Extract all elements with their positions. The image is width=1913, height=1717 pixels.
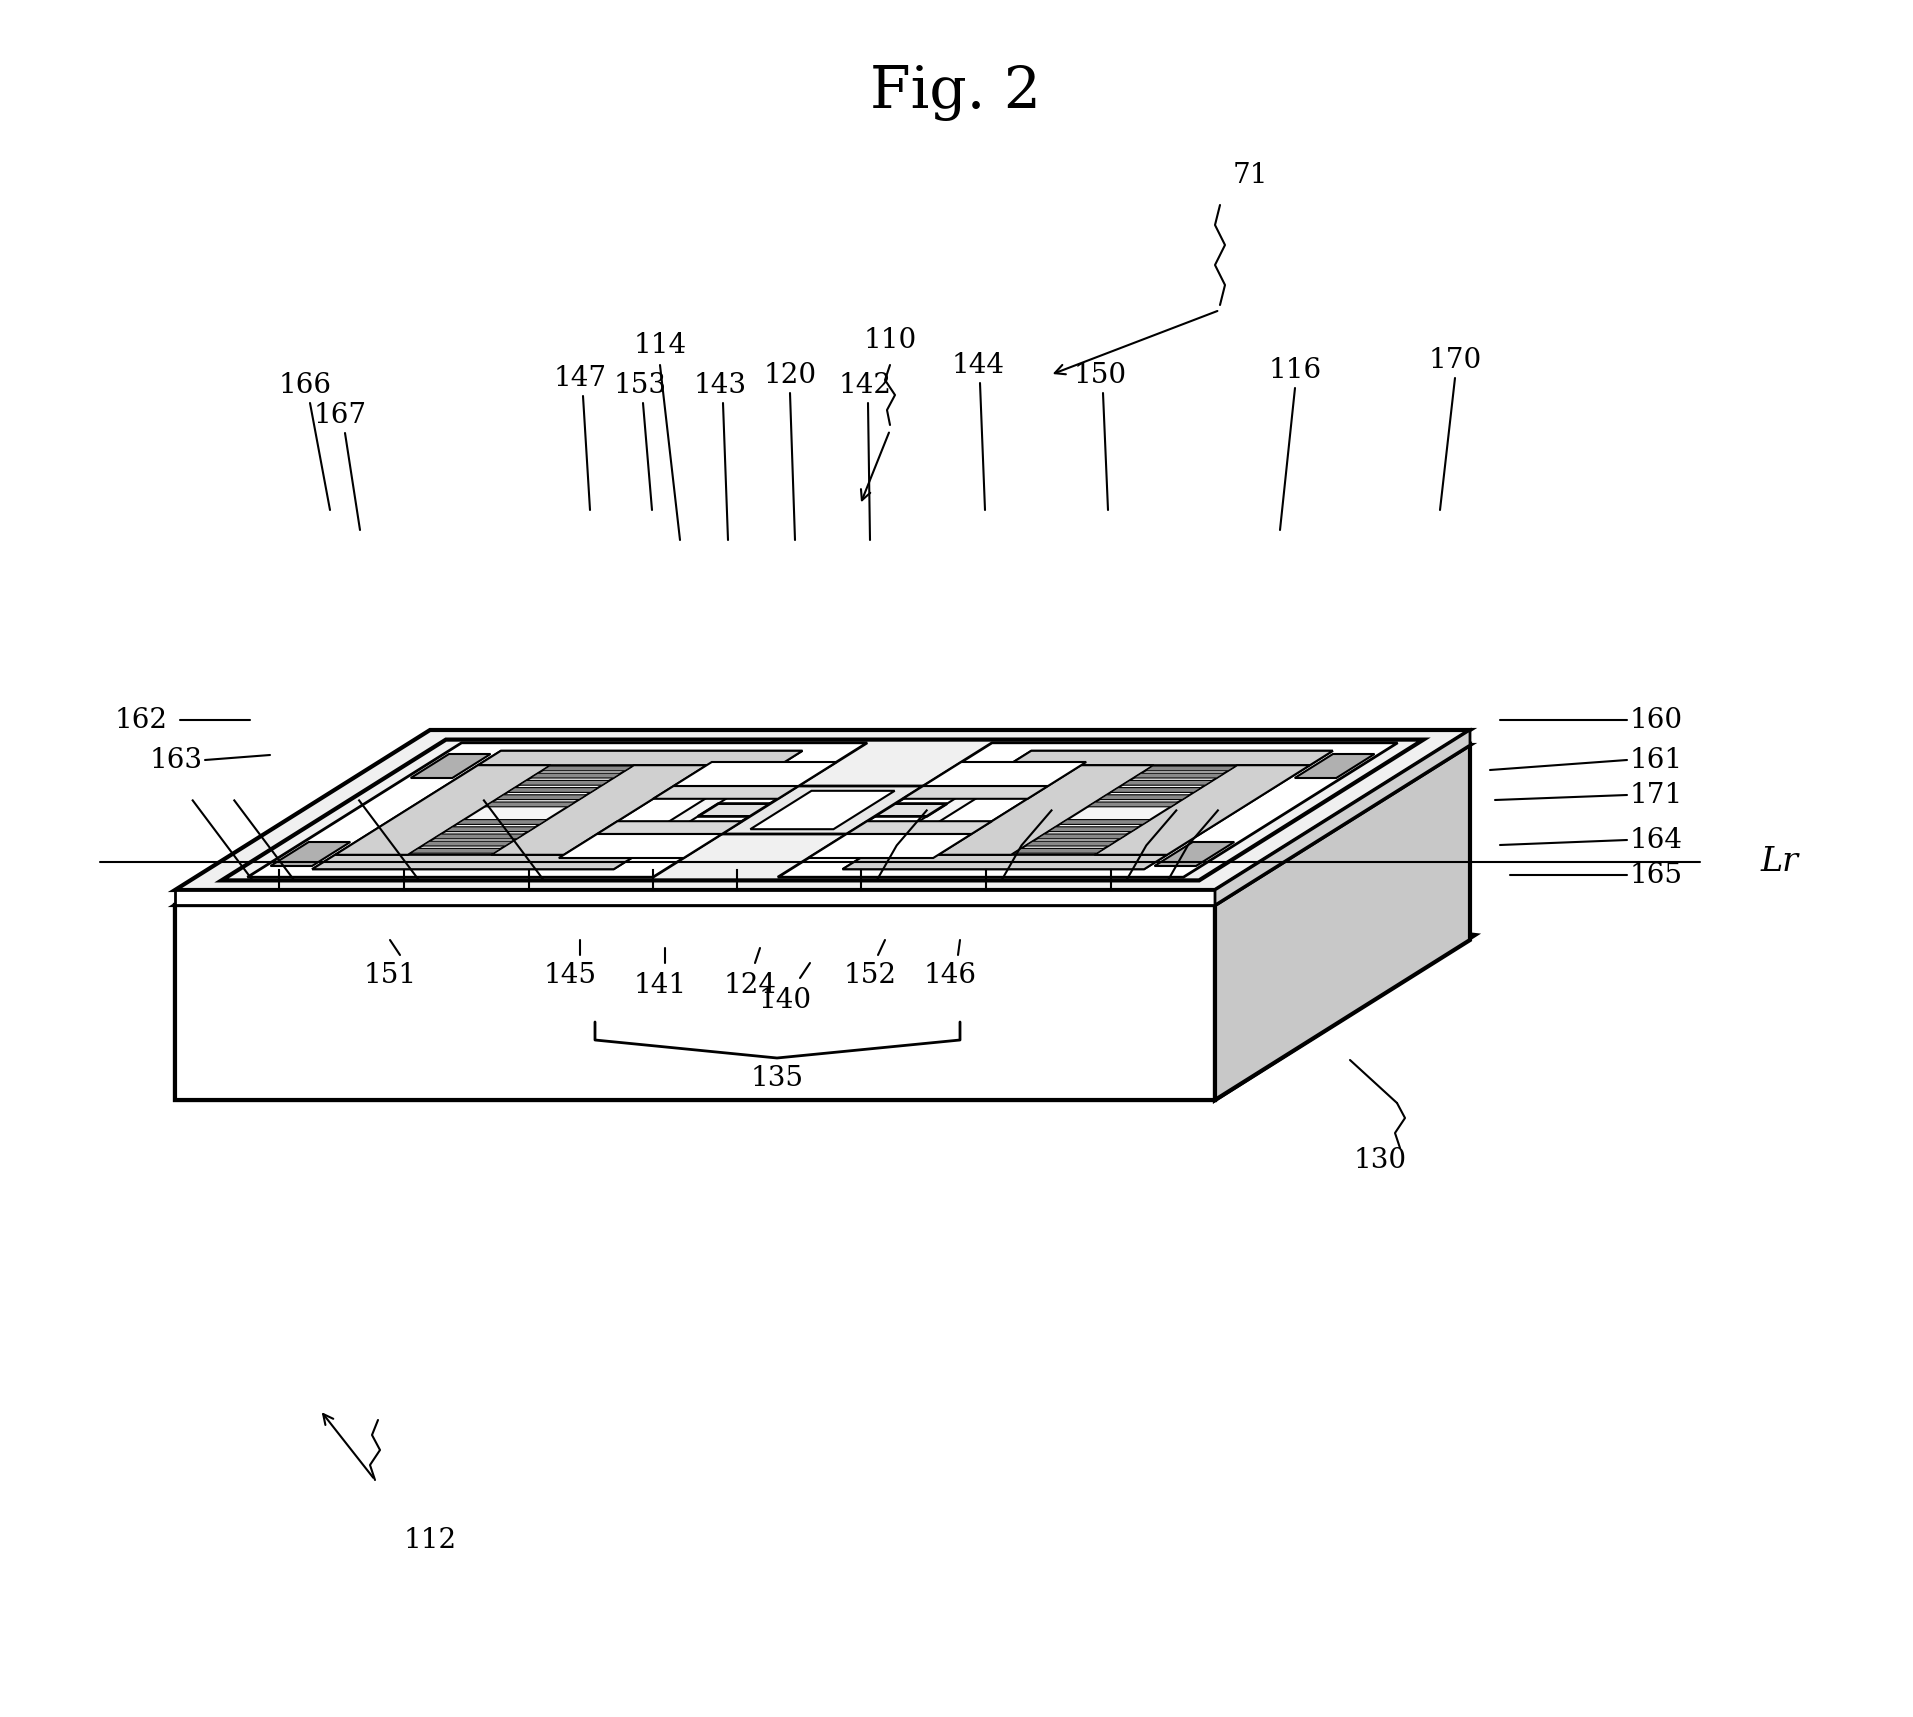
Text: Lr: Lr (1760, 846, 1798, 877)
Polygon shape (411, 848, 501, 853)
Text: 161: 161 (1630, 747, 1683, 773)
Text: 130: 130 (1352, 1147, 1406, 1173)
Polygon shape (335, 766, 551, 855)
Text: 151: 151 (363, 962, 417, 989)
Polygon shape (779, 743, 1398, 877)
Polygon shape (1146, 766, 1236, 771)
Polygon shape (174, 730, 1469, 889)
Polygon shape (457, 819, 547, 824)
Polygon shape (1088, 802, 1178, 807)
Text: 170: 170 (1429, 347, 1483, 374)
Polygon shape (1048, 828, 1138, 831)
Polygon shape (312, 750, 802, 869)
Text: 153: 153 (614, 371, 666, 398)
Text: 164: 164 (1630, 826, 1683, 853)
Polygon shape (174, 905, 1215, 1101)
Polygon shape (423, 841, 513, 846)
Text: 147: 147 (553, 364, 606, 391)
Polygon shape (924, 762, 1087, 786)
Text: 135: 135 (750, 1065, 803, 1092)
Polygon shape (1215, 745, 1469, 1101)
Text: 143: 143 (694, 371, 746, 398)
Polygon shape (597, 821, 742, 834)
Polygon shape (1154, 841, 1234, 865)
Polygon shape (1008, 750, 1333, 766)
Text: 141: 141 (633, 972, 687, 999)
Text: 116: 116 (1268, 357, 1322, 383)
Text: 144: 144 (951, 352, 1004, 378)
Text: 112: 112 (404, 1526, 457, 1554)
Text: 120: 120 (763, 362, 817, 388)
Polygon shape (518, 781, 610, 785)
Polygon shape (652, 786, 798, 798)
Text: 150: 150 (1073, 362, 1127, 388)
Polygon shape (446, 828, 536, 831)
Polygon shape (1295, 754, 1375, 778)
Polygon shape (530, 773, 622, 778)
Text: 124: 124 (723, 972, 777, 999)
Polygon shape (1060, 819, 1150, 824)
Polygon shape (434, 834, 524, 840)
Polygon shape (247, 743, 867, 877)
Polygon shape (937, 766, 1154, 855)
Text: 162: 162 (115, 706, 168, 733)
Polygon shape (222, 740, 1423, 881)
Polygon shape (844, 804, 947, 816)
Text: Fig. 2: Fig. 2 (870, 65, 1041, 120)
Polygon shape (411, 754, 490, 778)
Text: 171: 171 (1630, 781, 1683, 809)
Polygon shape (174, 745, 1469, 905)
Text: 71: 71 (1232, 161, 1268, 189)
Polygon shape (750, 792, 895, 829)
Polygon shape (920, 786, 1048, 834)
Text: 152: 152 (844, 962, 897, 989)
Polygon shape (842, 750, 1333, 869)
Polygon shape (673, 762, 836, 786)
Polygon shape (1025, 841, 1115, 846)
Text: 145: 145 (543, 962, 597, 989)
Polygon shape (698, 804, 802, 816)
Polygon shape (495, 795, 587, 800)
Polygon shape (312, 855, 637, 869)
Text: 142: 142 (838, 371, 891, 398)
Polygon shape (1100, 795, 1190, 800)
Polygon shape (492, 766, 706, 855)
Polygon shape (1037, 834, 1127, 840)
Text: 163: 163 (149, 747, 203, 773)
Polygon shape (1215, 730, 1469, 905)
Text: 140: 140 (758, 987, 811, 1013)
Text: 160: 160 (1630, 706, 1683, 733)
Polygon shape (842, 855, 1167, 869)
Polygon shape (721, 786, 924, 834)
Text: 110: 110 (863, 326, 916, 354)
Text: 146: 146 (924, 962, 976, 989)
Polygon shape (270, 841, 350, 865)
Text: 114: 114 (633, 331, 687, 359)
Polygon shape (559, 834, 721, 858)
Polygon shape (597, 786, 725, 834)
Polygon shape (1134, 773, 1224, 778)
Polygon shape (847, 821, 991, 834)
Polygon shape (484, 802, 576, 807)
Polygon shape (809, 834, 972, 858)
Polygon shape (1111, 788, 1201, 793)
Polygon shape (1123, 781, 1213, 785)
Polygon shape (1215, 905, 1475, 1101)
Text: 167: 167 (314, 402, 367, 429)
Text: 166: 166 (279, 371, 331, 398)
Polygon shape (174, 889, 1215, 905)
Polygon shape (478, 750, 802, 766)
Polygon shape (507, 788, 599, 793)
Polygon shape (174, 905, 1215, 1101)
Text: 165: 165 (1630, 862, 1683, 888)
Polygon shape (541, 766, 633, 771)
Polygon shape (1014, 848, 1104, 853)
Polygon shape (1094, 766, 1310, 855)
Polygon shape (903, 786, 1048, 798)
